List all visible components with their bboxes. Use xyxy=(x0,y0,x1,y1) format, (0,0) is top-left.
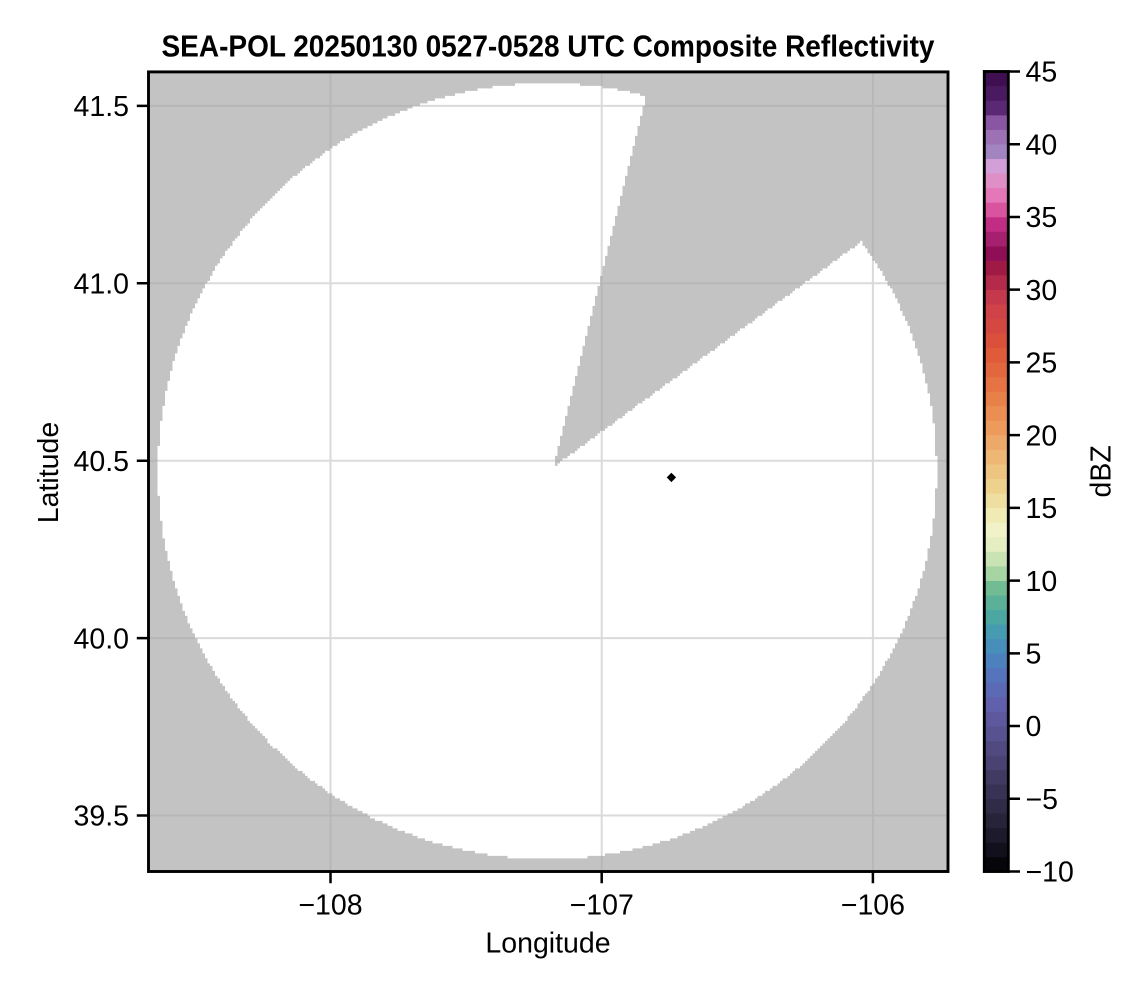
svg-text:25: 25 xyxy=(1026,348,1058,380)
svg-text:SEA-POL 20250130 0527-0528 UTC: SEA-POL 20250130 0527-0528 UTC Composite… xyxy=(162,28,935,63)
svg-text:20: 20 xyxy=(1026,420,1058,452)
svg-text:5: 5 xyxy=(1026,639,1042,671)
svg-text:−107: −107 xyxy=(570,890,634,922)
svg-text:−108: −108 xyxy=(298,890,362,922)
svg-text:15: 15 xyxy=(1026,493,1058,525)
svg-text:−5: −5 xyxy=(1026,784,1059,816)
svg-text:35: 35 xyxy=(1026,202,1058,234)
svg-text:40: 40 xyxy=(1026,129,1058,161)
svg-text:−10: −10 xyxy=(1026,857,1074,889)
svg-text:−106: −106 xyxy=(841,890,905,922)
svg-text:10: 10 xyxy=(1026,566,1058,598)
svg-text:41.0: 41.0 xyxy=(74,269,129,301)
svg-text:0: 0 xyxy=(1026,711,1042,743)
svg-text:Latitude: Latitude xyxy=(33,422,65,523)
svg-text:45: 45 xyxy=(1026,57,1058,89)
svg-text:Longitude: Longitude xyxy=(485,928,610,960)
svg-text:30: 30 xyxy=(1026,275,1058,307)
svg-text:41.5: 41.5 xyxy=(74,91,129,123)
svg-text:40.5: 40.5 xyxy=(74,446,129,478)
svg-text:dBZ: dBZ xyxy=(1085,445,1117,497)
svg-text:40.0: 40.0 xyxy=(74,623,129,655)
svg-text:39.5: 39.5 xyxy=(74,801,129,833)
